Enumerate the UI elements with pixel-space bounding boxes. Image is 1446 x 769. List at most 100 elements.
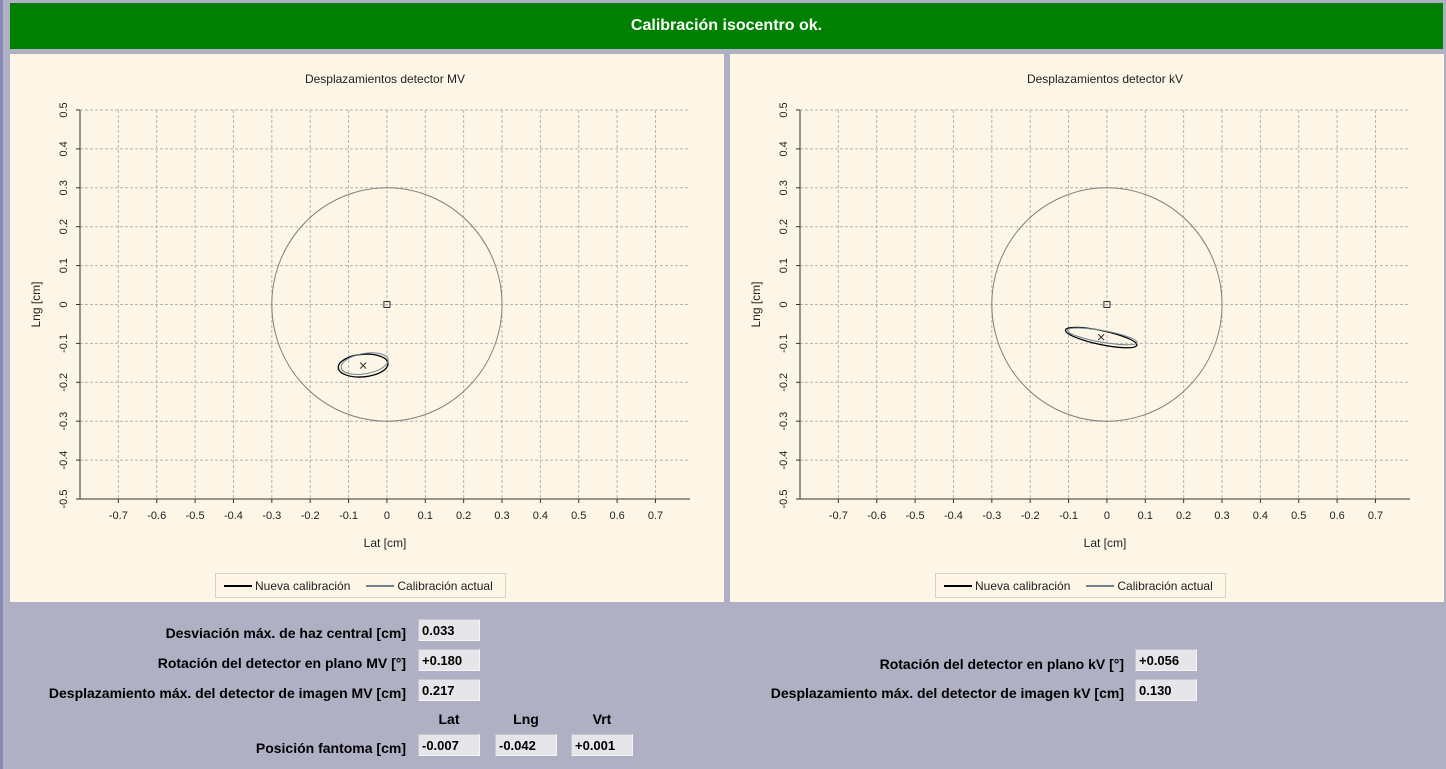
- x-tick-label: -0.4: [224, 510, 243, 522]
- legend-item-current: Calibración actual: [366, 578, 493, 593]
- phantom-col-lat: Lat: [438, 711, 460, 727]
- chart-title: Desplazamientos detector MV: [305, 72, 465, 86]
- x-tick-label: 0.1: [418, 510, 433, 522]
- x-tick-label: 0.3: [494, 510, 509, 522]
- x-tick-label: -0.7: [829, 510, 848, 522]
- y-tick-label: 0.2: [58, 219, 70, 234]
- y-tick-label: -0.5: [778, 490, 790, 509]
- central-beam-deviation-label: Desviación máx. de haz central [cm]: [165, 625, 406, 641]
- series-current-ellipse: [1067, 327, 1138, 346]
- y-tick-label: -0.4: [778, 451, 790, 470]
- x-tick-label: -0.2: [1021, 510, 1040, 522]
- legend-label-current: Calibración actual: [1117, 578, 1213, 593]
- x-tick-label: 0.5: [571, 510, 586, 522]
- center-marker: [1103, 301, 1111, 308]
- y-tick-label: -0.3: [58, 412, 70, 431]
- x-tick-label: -0.7: [109, 510, 128, 522]
- x-axis-label: Lat [cm]: [1084, 536, 1127, 550]
- legend-swatch-new: [224, 584, 252, 587]
- status-banner: Calibración isocentro ok.: [10, 3, 1443, 49]
- phantom-lng-value: -0.042: [495, 734, 557, 756]
- y-tick-label: 0.3: [58, 180, 70, 195]
- x-tick-label: -0.5: [906, 510, 925, 522]
- y-tick-label: -0.1: [58, 334, 70, 353]
- chart-kv: Desplazamientos detector kV -0.7 -0.6 -0.5 -…: [749, 72, 1410, 550]
- y-tick-label: 0.3: [778, 180, 790, 195]
- y-tick-label: 0.5: [778, 102, 790, 117]
- x-tick-label: 0.2: [1176, 510, 1191, 522]
- y-tick-label: 0: [778, 301, 790, 307]
- mv-rotation-label: Rotación del detector en plano MV [°]: [157, 655, 406, 671]
- tolerance-circle: [271, 187, 503, 422]
- phantom-lat-value: -0.007: [418, 734, 480, 756]
- phantom-col-lng: Lng: [513, 711, 539, 727]
- legend-swatch-current: [1086, 584, 1115, 587]
- legend-swatch-new: [944, 584, 972, 587]
- y-tick-label: -0.2: [58, 373, 70, 392]
- x-tick-label: 0.4: [1253, 510, 1268, 522]
- chart-panel-kv: Desplazamientos detector kV -0.7 -0.6 -0.5 -…: [730, 54, 1444, 602]
- legend-item-current: Calibración actual: [1086, 578, 1213, 593]
- legend-label-new: Nueva calibración: [975, 578, 1071, 593]
- y-axis-label: Lng [cm]: [29, 281, 43, 327]
- x-tick-label: -0.2: [301, 510, 320, 522]
- y-tick-label: 0.1: [58, 258, 70, 273]
- legend-label-current: Calibración actual: [397, 578, 493, 593]
- chart-mv: Desplazamientos detector MV -0.7 -0.6 -0.5 -…: [29, 72, 690, 550]
- kv-rotation-label: Rotación del detector en plano kV [°]: [879, 656, 1124, 672]
- kv-displacement-value: 0.130: [1135, 679, 1197, 701]
- x-tick-label: -0.6: [867, 510, 886, 522]
- window-left-edge: [0, 0, 3, 769]
- x-tick-label: 0.6: [1329, 510, 1344, 522]
- legend-item-new: Nueva calibración: [944, 579, 1070, 593]
- y-tick-label: 0.5: [58, 102, 70, 117]
- x-tick-label: 0: [1104, 510, 1110, 522]
- x-tick-label: 0: [384, 510, 390, 522]
- x-tick-label: 0.7: [1368, 510, 1383, 522]
- chart-panel-mv: Desplazamientos detector MV -0.7 -0.6 -0.5 -…: [10, 54, 724, 602]
- series-current-ellipse: [340, 352, 389, 375]
- kv-rotation-value: +0.056: [1135, 649, 1197, 671]
- chart-mv-legend: Nueva calibración Calibración actual: [215, 573, 506, 598]
- y-tick-label: 0.4: [778, 141, 790, 156]
- mv-displacement-label: Desplazamiento máx. del detector de imag…: [48, 685, 406, 701]
- y-tick-label: -0.3: [778, 412, 790, 431]
- y-tick-label: -0.1: [778, 334, 790, 353]
- y-axis-label: Lng [cm]: [749, 281, 763, 327]
- y-tick-label: 0.4: [58, 141, 70, 156]
- mv-rotation-value: +0.180: [418, 649, 480, 671]
- center-x-marker: [359, 362, 367, 369]
- x-tick-label: 0.6: [609, 510, 624, 522]
- kv-displacement-label: Desplazamiento máx. del detector de imag…: [770, 685, 1124, 701]
- x-tick-label: 0.2: [456, 510, 471, 522]
- legend-swatch-current: [366, 584, 395, 587]
- y-tick-label: -0.5: [58, 490, 70, 509]
- series-new-ellipse: [337, 353, 389, 378]
- center-marker: [383, 301, 391, 308]
- x-tick-label: 0.7: [648, 510, 663, 522]
- x-marker-stroke: [359, 362, 367, 369]
- x-tick-label: -0.1: [339, 510, 358, 522]
- mv-displacement-value: 0.217: [418, 679, 480, 701]
- y-tick-label: 0.1: [778, 258, 790, 273]
- legend-label-new: Nueva calibración: [255, 578, 351, 593]
- central-beam-deviation-value: 0.033: [418, 619, 480, 641]
- y-tick-label: -0.4: [58, 451, 70, 470]
- x-tick-label: 0.3: [1214, 510, 1229, 522]
- y-tick-label: -0.2: [778, 373, 790, 392]
- chart-title: Desplazamientos detector kV: [1027, 72, 1183, 86]
- phantom-vrt-value: +0.001: [571, 734, 633, 756]
- y-tick-label: 0.2: [778, 219, 790, 234]
- x-tick-label: 0.1: [1138, 510, 1153, 522]
- phantom-col-vrt: Vrt: [592, 711, 612, 727]
- x-marker-stroke: [1097, 333, 1105, 341]
- x-tick-label: 0.4: [533, 510, 548, 522]
- legend-item-new: Nueva calibración: [224, 579, 350, 593]
- center-x-marker: [1097, 333, 1105, 341]
- x-tick-label: -0.5: [186, 510, 205, 522]
- chart-kv-legend: Nueva calibración Calibración actual: [935, 573, 1226, 598]
- phantom-position-label: Posición fantoma [cm]: [255, 740, 406, 756]
- x-tick-label: 0.5: [1291, 510, 1306, 522]
- x-tick-label: -0.3: [262, 510, 281, 522]
- x-tick-label: -0.3: [982, 510, 1001, 522]
